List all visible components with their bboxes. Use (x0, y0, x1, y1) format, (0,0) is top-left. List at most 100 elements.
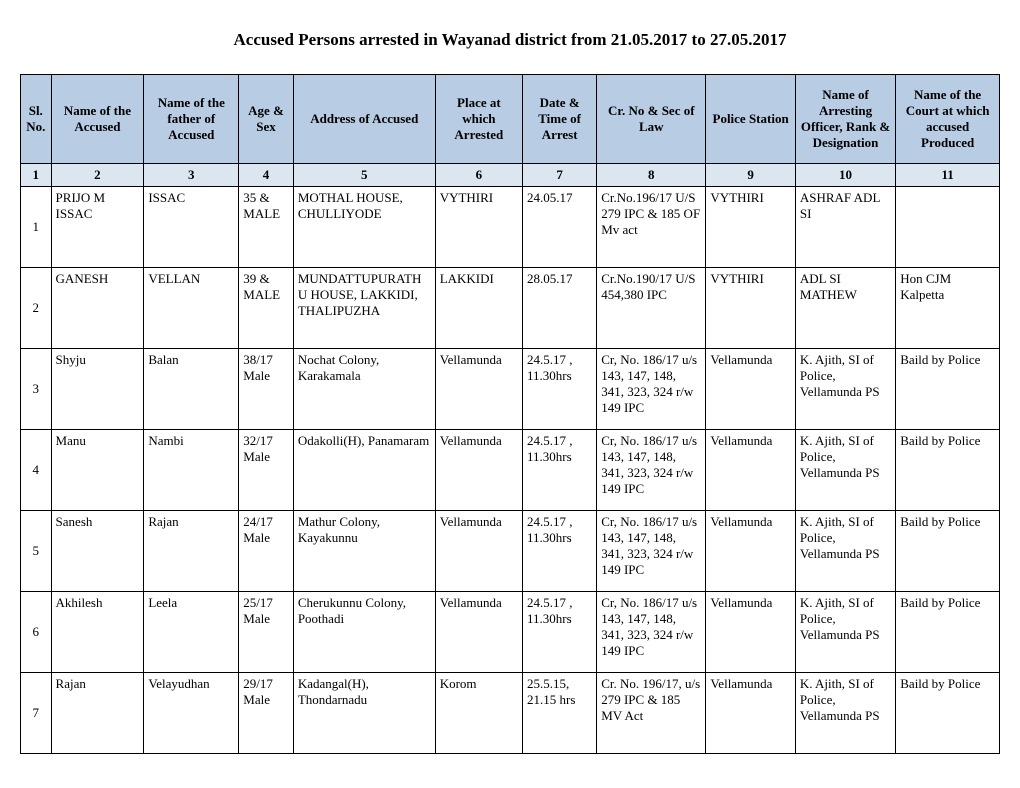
cell-sl: 5 (21, 511, 52, 592)
header-father: Name of the father of Accused (144, 75, 239, 164)
cell-court: Hon CJM Kalpetta (896, 268, 1000, 349)
numcell: 1 (21, 164, 52, 187)
table-row: 3ShyjuBalan38/17 MaleNochat Colony, Kara… (21, 349, 1000, 430)
numcell: 7 (523, 164, 597, 187)
cell-date: 28.05.17 (523, 268, 597, 349)
cell-court: Baild by Police (896, 430, 1000, 511)
cell-father: Rajan (144, 511, 239, 592)
cell-address: Nochat Colony, Karakamala (293, 349, 435, 430)
cell-cr: Cr.No.190/17 U/S 454,380 IPC (597, 268, 706, 349)
table-row: 2GANESHVELLAN39 & MALEMUNDATTUPURATHU HO… (21, 268, 1000, 349)
cell-age: 38/17 Male (239, 349, 294, 430)
cell-place: Vellamunda (435, 511, 522, 592)
cell-place: Korom (435, 673, 522, 754)
numcell: 8 (597, 164, 706, 187)
cell-station: Vellamunda (706, 511, 795, 592)
cell-age: 25/17 Male (239, 592, 294, 673)
cell-name: Shyju (51, 349, 144, 430)
cell-name: Akhilesh (51, 592, 144, 673)
numcell: 3 (144, 164, 239, 187)
cell-date: 24.5.17 , 11.30hrs (523, 430, 597, 511)
table-row: 4ManuNambi32/17 MaleOdakolli(H), Panamar… (21, 430, 1000, 511)
cell-address: Kadangal(H), Thondarnadu (293, 673, 435, 754)
cell-cr: Cr. No. 196/17, u/s 279 IPC & 185 MV Act (597, 673, 706, 754)
table-row: 5SaneshRajan24/17 MaleMathur Colony, Kay… (21, 511, 1000, 592)
cell-address: Cherukunnu Colony, Poothadi (293, 592, 435, 673)
cell-station: Vellamunda (706, 349, 795, 430)
cell-date: 24.5.17 , 11.30hrs (523, 592, 597, 673)
cell-officer: ADL SI MATHEW (795, 268, 895, 349)
header-court: Name of the Court at which accused Produ… (896, 75, 1000, 164)
cell-age: 24/17 Male (239, 511, 294, 592)
cell-age: 29/17 Male (239, 673, 294, 754)
table-number-row: 1 2 3 4 5 6 7 8 9 10 11 (21, 164, 1000, 187)
cell-cr: Cr, No. 186/17 u/s 143, 147, 148, 341, 3… (597, 511, 706, 592)
cell-sl: 2 (21, 268, 52, 349)
numcell: 4 (239, 164, 294, 187)
cell-name: Rajan (51, 673, 144, 754)
cell-court: Baild by Police (896, 349, 1000, 430)
cell-place: LAKKIDI (435, 268, 522, 349)
cell-station: Vellamunda (706, 430, 795, 511)
cell-sl: 1 (21, 187, 52, 268)
cell-place: Vellamunda (435, 349, 522, 430)
numcell: 10 (795, 164, 895, 187)
cell-station: Vellamunda (706, 592, 795, 673)
cell-sl: 4 (21, 430, 52, 511)
cell-date: 24.5.17 , 11.30hrs (523, 511, 597, 592)
cell-address: MUNDATTUPURATHU HOUSE, LAKKIDI, THALIPUZ… (293, 268, 435, 349)
cell-age: 39 & MALE (239, 268, 294, 349)
cell-station: VYTHIRI (706, 187, 795, 268)
cell-father: Velayudhan (144, 673, 239, 754)
cell-officer: K. Ajith, SI of Police, Vellamunda PS (795, 592, 895, 673)
cell-father: Balan (144, 349, 239, 430)
cell-cr: Cr, No. 186/17 u/s 143, 147, 148, 341, 3… (597, 592, 706, 673)
header-age: Age & Sex (239, 75, 294, 164)
cell-age: 35 & MALE (239, 187, 294, 268)
cell-place: VYTHIRI (435, 187, 522, 268)
cell-court (896, 187, 1000, 268)
cell-place: Vellamunda (435, 430, 522, 511)
table-row: 6AkhileshLeela25/17 MaleCherukunnu Colon… (21, 592, 1000, 673)
header-cr: Cr. No & Sec of Law (597, 75, 706, 164)
cell-father: ISSAC (144, 187, 239, 268)
cell-sl: 7 (21, 673, 52, 754)
cell-date: 25.5.15, 21.15 hrs (523, 673, 597, 754)
numcell: 9 (706, 164, 795, 187)
header-address: Address of Accused (293, 75, 435, 164)
header-date: Date & Time of Arrest (523, 75, 597, 164)
cell-officer: K. Ajith, SI of Police, Vellamunda PS (795, 430, 895, 511)
table-row: 7RajanVelayudhan29/17 MaleKadangal(H), T… (21, 673, 1000, 754)
cell-date: 24.05.17 (523, 187, 597, 268)
cell-cr: Cr, No. 186/17 u/s 143, 147, 148, 341, 3… (597, 430, 706, 511)
cell-name: Sanesh (51, 511, 144, 592)
cell-court: Baild by Police (896, 511, 1000, 592)
cell-cr: Cr.No.196/17 U/S 279 IPC & 185 OF Mv act (597, 187, 706, 268)
cell-address: Odakolli(H), Panamaram (293, 430, 435, 511)
numcell: 6 (435, 164, 522, 187)
cell-place: Vellamunda (435, 592, 522, 673)
cell-father: Nambi (144, 430, 239, 511)
cell-address: MOTHAL HOUSE, CHULLIYODE (293, 187, 435, 268)
cell-sl: 3 (21, 349, 52, 430)
cell-officer: K. Ajith, SI of Police, Vellamunda PS (795, 511, 895, 592)
cell-officer: K. Ajith, SI of Police, Vellamunda PS (795, 349, 895, 430)
cell-officer: K. Ajith, SI of Police, Vellamunda PS (795, 673, 895, 754)
cell-station: Vellamunda (706, 673, 795, 754)
header-sl: Sl. No. (21, 75, 52, 164)
header-name: Name of the Accused (51, 75, 144, 164)
cell-court: Baild by Police (896, 592, 1000, 673)
header-officer: Name of Arresting Officer, Rank & Design… (795, 75, 895, 164)
cell-court: Baild by Police (896, 673, 1000, 754)
cell-station: VYTHIRI (706, 268, 795, 349)
header-place: Place at which Arrested (435, 75, 522, 164)
table-header-row: Sl. No. Name of the Accused Name of the … (21, 75, 1000, 164)
cell-name: GANESH (51, 268, 144, 349)
cell-address: Mathur Colony, Kayakunnu (293, 511, 435, 592)
cell-cr: Cr, No. 186/17 u/s 143, 147, 148, 341, 3… (597, 349, 706, 430)
cell-name: Manu (51, 430, 144, 511)
header-station: Police Station (706, 75, 795, 164)
cell-age: 32/17 Male (239, 430, 294, 511)
cell-officer: ASHRAF ADL SI (795, 187, 895, 268)
numcell: 2 (51, 164, 144, 187)
